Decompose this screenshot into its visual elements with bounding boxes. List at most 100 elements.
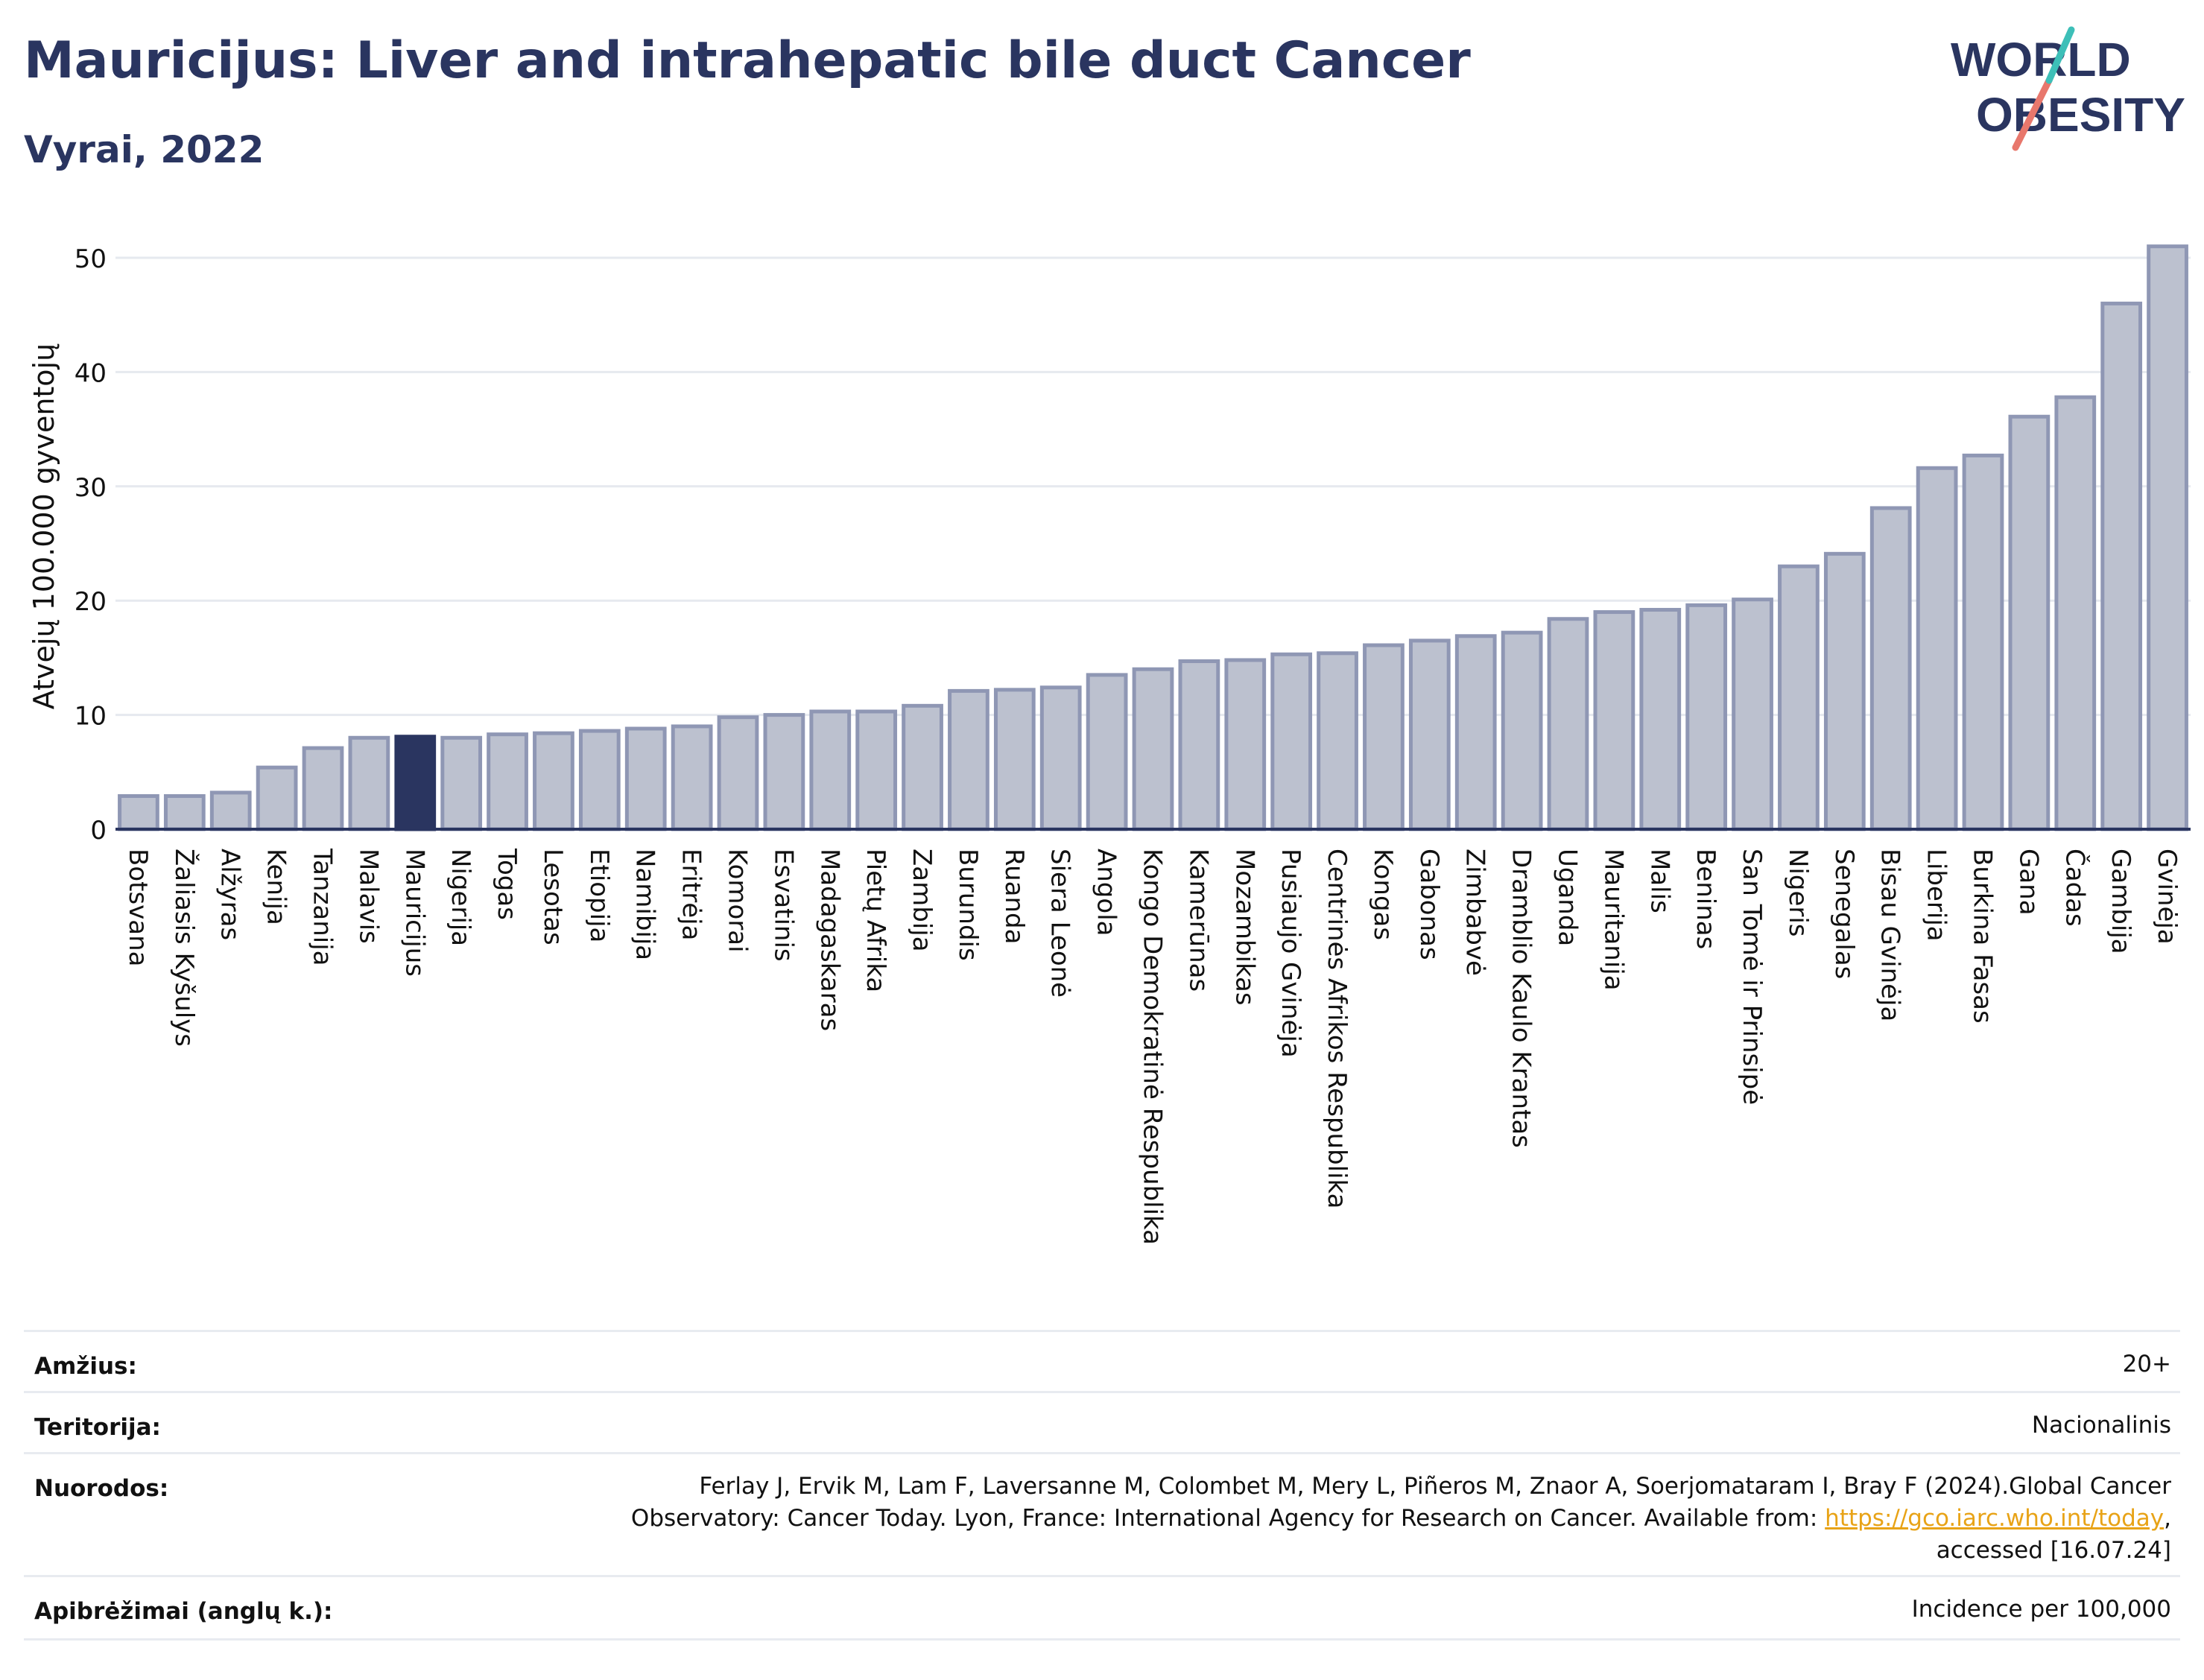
x-tick-label: Malavis [353,849,383,944]
bar [948,688,989,831]
x-tick-label: Botsvana [123,849,153,967]
bar [1501,630,1543,831]
bar [1039,685,1082,831]
bar [2054,395,2097,831]
age-value: 20+ [2122,1351,2171,1378]
references-value: Ferlay J, Ervik M, Lam F, Laversanne M, … [383,1471,2171,1567]
world-obesity-logo: WORLD OBESITY [1951,26,2185,151]
references-link[interactable]: https://gco.iarc.who.int/today [1825,1505,2165,1532]
bar [1823,551,1866,831]
x-tick-label: Gvinėja [2152,849,2182,945]
x-tick-label: Angola [1092,849,1121,936]
bar [717,715,759,831]
x-tick-label: Centrinės Afrikos Respublika [1322,849,1352,1208]
bar [209,790,252,831]
bar [440,735,483,831]
bar [1086,673,1128,831]
x-tick-label: Komorai [723,849,753,953]
bar [1178,659,1220,831]
bar [487,732,528,831]
bar [671,724,713,831]
bar [394,735,437,831]
x-tick-label: Gambija [2106,849,2135,954]
x-tick-label: Alžyras [215,849,245,940]
x-tick-label: Zambija [907,849,937,952]
y-tick-label: 40 [75,358,107,388]
x-tick-label: Burkina Fasas [1968,849,1998,1024]
meta-row-definitions: Apibrėžimai (anglų k.): Incidence per 10… [24,1575,2180,1641]
x-tick-label: Etiopija [584,849,614,942]
bar [2008,414,2051,831]
x-tick-label: Siera Leonė [1045,849,1075,998]
bar [1270,652,1313,831]
territory-label: Teritorija: [34,1414,161,1441]
meta-row-references: Nuorodos: Ferlay J, Ervik M, Lam F, Lave… [24,1452,2180,1577]
bar [1317,651,1358,831]
bar [809,709,852,831]
x-tick-label: Pietų Afrika [861,849,890,992]
bar [1732,597,1773,831]
bar [2100,301,2143,831]
logo-line2: OBESITY [1976,88,2185,142]
x-tick-label: Mauricijus [399,849,429,977]
bar [578,729,621,831]
x-tick-label: Madagaskaras [814,849,844,1031]
bar [1639,607,1682,831]
bar [1363,643,1405,831]
x-tick-label: Liberija [1922,849,1951,942]
references-label: Nuorodos: [34,1475,169,1502]
bar [1454,634,1497,831]
bar [2147,244,2188,831]
chart-subtitle: Vyrai, 2022 [24,128,265,171]
bar [1593,610,1635,831]
bar [302,746,344,831]
bar [348,735,390,831]
x-tick-label: Togas [492,848,522,920]
references-line2: Observatory: Cancer Today. Lyon, France:… [630,1505,2171,1532]
y-tick-label: 10 [75,702,107,732]
x-tick-label: Kongas [1368,849,1398,940]
x-tick-label: Dramblio Kaulo Krantas [1507,849,1536,1148]
x-tick-label: Gana [2013,849,2043,916]
bar [1408,638,1451,831]
bar [855,709,898,831]
references-line1: Ferlay J, Ervik M, Lam F, Laversanne M, … [699,1473,2171,1500]
bar [1224,658,1267,831]
x-tick-label: Nigerija [446,849,475,946]
bar [1916,466,1958,831]
x-tick-label: Gabonas [1414,849,1444,960]
definitions-label: Apibrėžimai (anglų k.): [34,1598,333,1625]
x-tick-label: Kamerūnas [1183,849,1213,992]
x-tick-label: Esvatinis [768,849,798,962]
x-tick-label: Senegalas [1829,849,1859,979]
x-tick-label: Beninas [1691,849,1720,949]
x-tick-label: Kenija [262,849,291,925]
y-tick-label: 30 [75,473,107,503]
bar [1132,667,1174,831]
meta-row-territory: Teritorija: Nacionalinis [24,1391,2180,1454]
bar [1962,453,2004,831]
bar [118,794,159,831]
bar [624,726,667,831]
definitions-value: Incidence per 100,000 [1911,1596,2171,1623]
x-tick-label: Nigeris [1783,849,1813,937]
meta-row-age: Amžius: 20+ [24,1330,2180,1393]
bar [256,765,298,831]
bar [763,713,805,831]
bar [1547,617,1589,831]
y-tick-label: 20 [75,587,107,617]
y-tick-label: 50 [75,244,107,274]
x-tick-label: San Tomė ir Prinsipė [1737,849,1767,1105]
x-tick-label: Bisau Gvinėja [1875,849,1905,1021]
references-line3: accessed [16.07.24] [1936,1537,2171,1564]
x-tick-label: Uganda [1553,849,1583,946]
bar [533,731,574,831]
x-tick-label: Mauritanija [1598,849,1628,991]
bar [1778,564,1820,831]
territory-value: Nacionalinis [2031,1412,2171,1439]
bar [902,703,943,831]
bar [993,688,1036,831]
x-tick-label: Malis [1644,849,1674,913]
x-tick-label: Čadas [2059,849,2090,927]
x-tick-label: Žaliasis Kyšulys [169,849,200,1047]
